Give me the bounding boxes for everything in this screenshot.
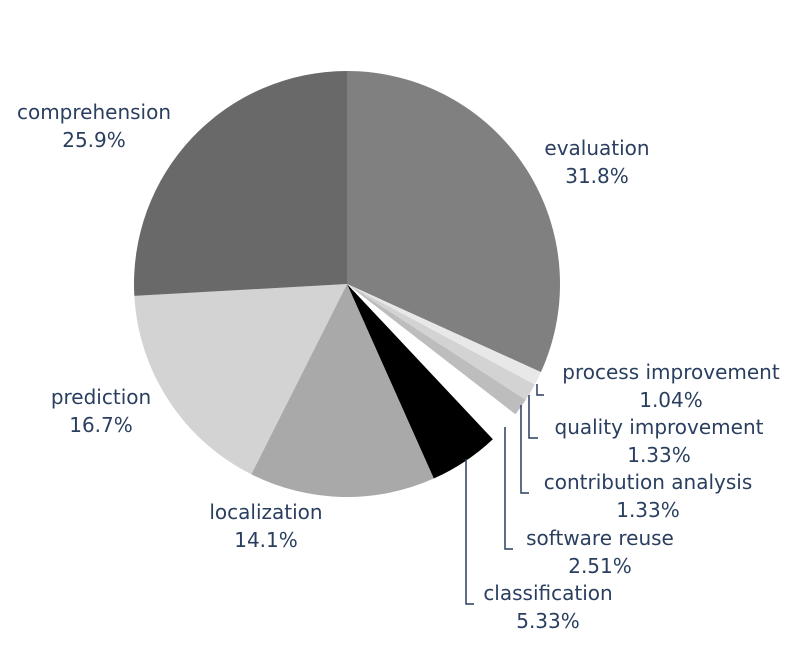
slice-percent-process-improvement: 1.04% (639, 388, 703, 412)
pie-slice-evaluation (347, 71, 560, 373)
slice-label-process-improvement: process improvement (562, 360, 780, 384)
slice-percent-evaluation: 31.8% (565, 164, 629, 188)
leader-line-quality-improvement (528, 395, 538, 439)
slice-label-prediction: prediction (51, 385, 151, 409)
leader-line-classification (465, 459, 474, 605)
slices-layer (133, 71, 560, 498)
slice-label-contribution-analysis: contribution analysis (544, 470, 753, 494)
slice-percent-classification: 5.33% (516, 609, 580, 633)
pie-slice-contribution-analysis (347, 284, 526, 415)
leader-line-contribution-analysis (520, 405, 529, 494)
pie-slice-classification (347, 284, 493, 479)
slice-label-classification: classification (483, 581, 612, 605)
slice-label-software-reuse: software reuse (526, 526, 674, 550)
labels-layer: evaluation 31.8% process improvement 1.04% q… (17, 100, 780, 633)
pie-slice-localization (251, 284, 434, 498)
pie-slice-comprehension (133, 71, 347, 296)
slice-percent-software-reuse: 2.51% (568, 554, 632, 578)
slice-label-quality-improvement: quality improvement (555, 415, 764, 439)
slice-percent-prediction: 16.7% (69, 413, 133, 437)
leader-line-process-improvement (536, 384, 544, 396)
pie-slice-prediction (134, 284, 347, 475)
slice-percent-localization: 14.1% (234, 528, 298, 552)
pie-slice-quality-improvement (347, 284, 535, 400)
slice-percent-comprehension: 25.9% (62, 128, 126, 152)
slice-percent-quality-improvement: 1.33% (627, 443, 691, 467)
slice-label-evaluation: evaluation (544, 136, 649, 160)
leader-line-software-reuse (504, 427, 513, 550)
slice-label-localization: localization (209, 500, 322, 524)
pie-slice-process-improvement (347, 284, 541, 385)
leader-lines-layer (465, 384, 544, 605)
slice-percent-contribution-analysis: 1.33% (616, 498, 680, 522)
pie-slice-software-reuse (347, 284, 516, 440)
slice-label-comprehension: comprehension (17, 100, 171, 124)
